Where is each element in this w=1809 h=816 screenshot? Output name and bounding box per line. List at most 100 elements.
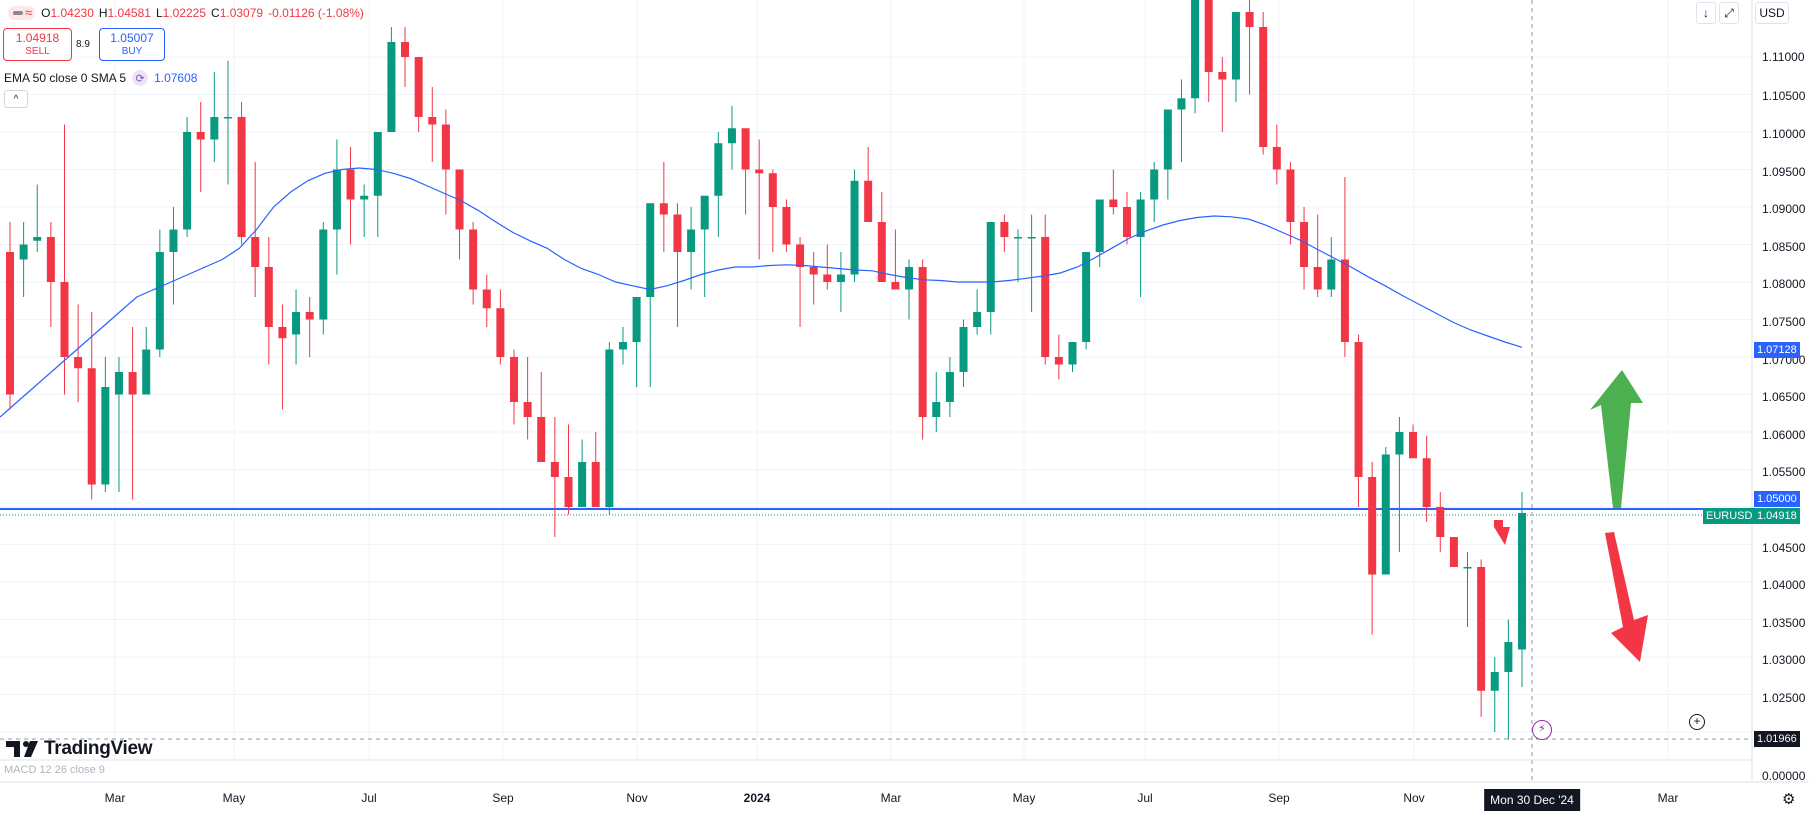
indicator-legend[interactable]: EMA 50 close 0 SMA 5 ⟳ 1.07608	[4, 70, 197, 86]
candle-bearish	[741, 128, 750, 215]
candle-body	[986, 222, 995, 312]
candle-bearish	[1054, 334, 1063, 380]
candle-body	[373, 132, 382, 196]
candle-body	[1354, 342, 1363, 477]
candle-body	[1381, 454, 1390, 575]
candle-body	[101, 387, 110, 485]
candle-body	[1368, 477, 1377, 575]
candle-bearish	[1409, 424, 1418, 459]
candle-body	[183, 132, 192, 230]
candle-body	[196, 132, 205, 140]
time-label: Sep	[1268, 791, 1290, 805]
candle-bearish	[278, 304, 287, 410]
lightning-icon[interactable]: ⚡	[1532, 720, 1552, 740]
candle-bearish	[1436, 492, 1445, 552]
candle-bearish	[1259, 12, 1268, 155]
ohlc-change: -0.01126 (-1.08%)	[268, 6, 364, 20]
symbol-chip[interactable]: ≈	[8, 5, 36, 20]
buy-label: BUY	[121, 45, 143, 57]
candle-bullish	[1082, 252, 1091, 350]
candle-body	[959, 327, 968, 372]
candle-bearish	[1368, 462, 1377, 635]
candle-bearish	[1000, 214, 1009, 252]
candle-bearish	[782, 199, 791, 252]
candle-bullish	[169, 207, 178, 305]
candle-bullish	[1231, 12, 1240, 102]
time-label: Sep	[492, 791, 514, 805]
candle-body	[1136, 199, 1145, 237]
candle-body	[918, 267, 927, 417]
candle-body	[1327, 259, 1336, 290]
candle-bullish	[1095, 199, 1104, 267]
candle-body	[1177, 98, 1186, 110]
collapse-legend-button[interactable]: ^	[4, 90, 28, 108]
candle-body	[1027, 237, 1036, 239]
candle-bearish	[564, 424, 573, 515]
candle-body	[523, 402, 532, 417]
candle-body	[1422, 458, 1431, 507]
ohlc-high: H1.04581	[98, 6, 151, 20]
candle-body	[564, 477, 573, 507]
candle-body	[1313, 267, 1322, 290]
download-button[interactable]: ↓	[1696, 2, 1716, 24]
candle-body	[414, 57, 423, 117]
currency-selector[interactable]: USD	[1755, 2, 1789, 24]
candle-bullish	[1136, 192, 1145, 297]
candle-body	[319, 229, 328, 320]
candle-body	[591, 462, 600, 507]
candle-body	[428, 117, 437, 125]
candle-bearish	[414, 57, 423, 132]
refresh-icon[interactable]: ⟳	[132, 70, 149, 86]
candle-bearish	[1422, 435, 1431, 522]
sell-label: SELL	[25, 45, 50, 57]
candle-body	[537, 417, 546, 462]
ohlc-open: O1.04230	[41, 6, 94, 20]
candle-body	[578, 462, 587, 507]
candle-body	[850, 180, 859, 275]
time-label: May	[222, 791, 246, 805]
candle-body	[1477, 567, 1486, 691]
ohlc-legend: ≈ O1.04230 H1.04581 L1.02225 C1.03079 -0…	[8, 4, 369, 22]
candle-bearish	[755, 139, 764, 260]
gear-icon[interactable]: ⚙	[1782, 791, 1796, 808]
candle-bullish	[836, 252, 845, 312]
candle-body	[401, 42, 410, 57]
candle-body	[305, 312, 314, 320]
candle-bullish	[155, 229, 164, 357]
candle-bearish	[1313, 214, 1322, 297]
candle-body	[714, 143, 723, 196]
candle-bearish	[1122, 192, 1131, 245]
candle-bullish	[1463, 552, 1472, 627]
fullscreen-button[interactable]: ⤢	[1719, 2, 1739, 24]
plus-icon[interactable]: +	[1689, 714, 1705, 730]
candle-body	[1150, 169, 1159, 200]
price-tick: 1.03000	[1762, 653, 1806, 667]
bearish-arrow	[1605, 532, 1648, 662]
candle-body	[482, 289, 491, 309]
ohlc-close: C1.03079	[211, 6, 264, 20]
candle-bearish	[74, 304, 83, 402]
candle-bullish	[632, 297, 641, 387]
candle-body	[1463, 567, 1472, 569]
candle-body	[687, 229, 696, 252]
candle-bullish	[19, 222, 28, 297]
candle-bearish	[1340, 177, 1349, 357]
candle-body	[33, 237, 42, 241]
candle-body	[1436, 507, 1445, 537]
candle-bullish	[986, 222, 995, 335]
candle-bullish	[1191, 0, 1200, 114]
buy-button[interactable]: 1.05007 BUY	[99, 28, 165, 61]
candle-bullish	[33, 184, 42, 252]
candle-body	[142, 349, 151, 395]
candle-body	[768, 173, 777, 207]
sell-button[interactable]: 1.04918 SELL	[3, 28, 72, 61]
wave-icon: ≈	[25, 5, 33, 20]
candle-bearish	[1286, 162, 1295, 245]
candle-bearish	[1245, 0, 1254, 95]
candle-bullish	[1014, 229, 1022, 282]
candle-body	[632, 297, 641, 342]
candle-body	[1082, 252, 1091, 342]
candle-bullish	[945, 357, 954, 417]
candle-body	[114, 372, 123, 395]
